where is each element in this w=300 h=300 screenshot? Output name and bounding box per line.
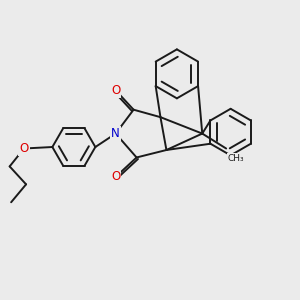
Text: CH₃: CH₃: [228, 154, 244, 163]
Text: O: O: [20, 142, 28, 155]
Text: O: O: [111, 84, 120, 97]
Text: N: N: [111, 127, 120, 140]
Text: O: O: [111, 170, 120, 183]
